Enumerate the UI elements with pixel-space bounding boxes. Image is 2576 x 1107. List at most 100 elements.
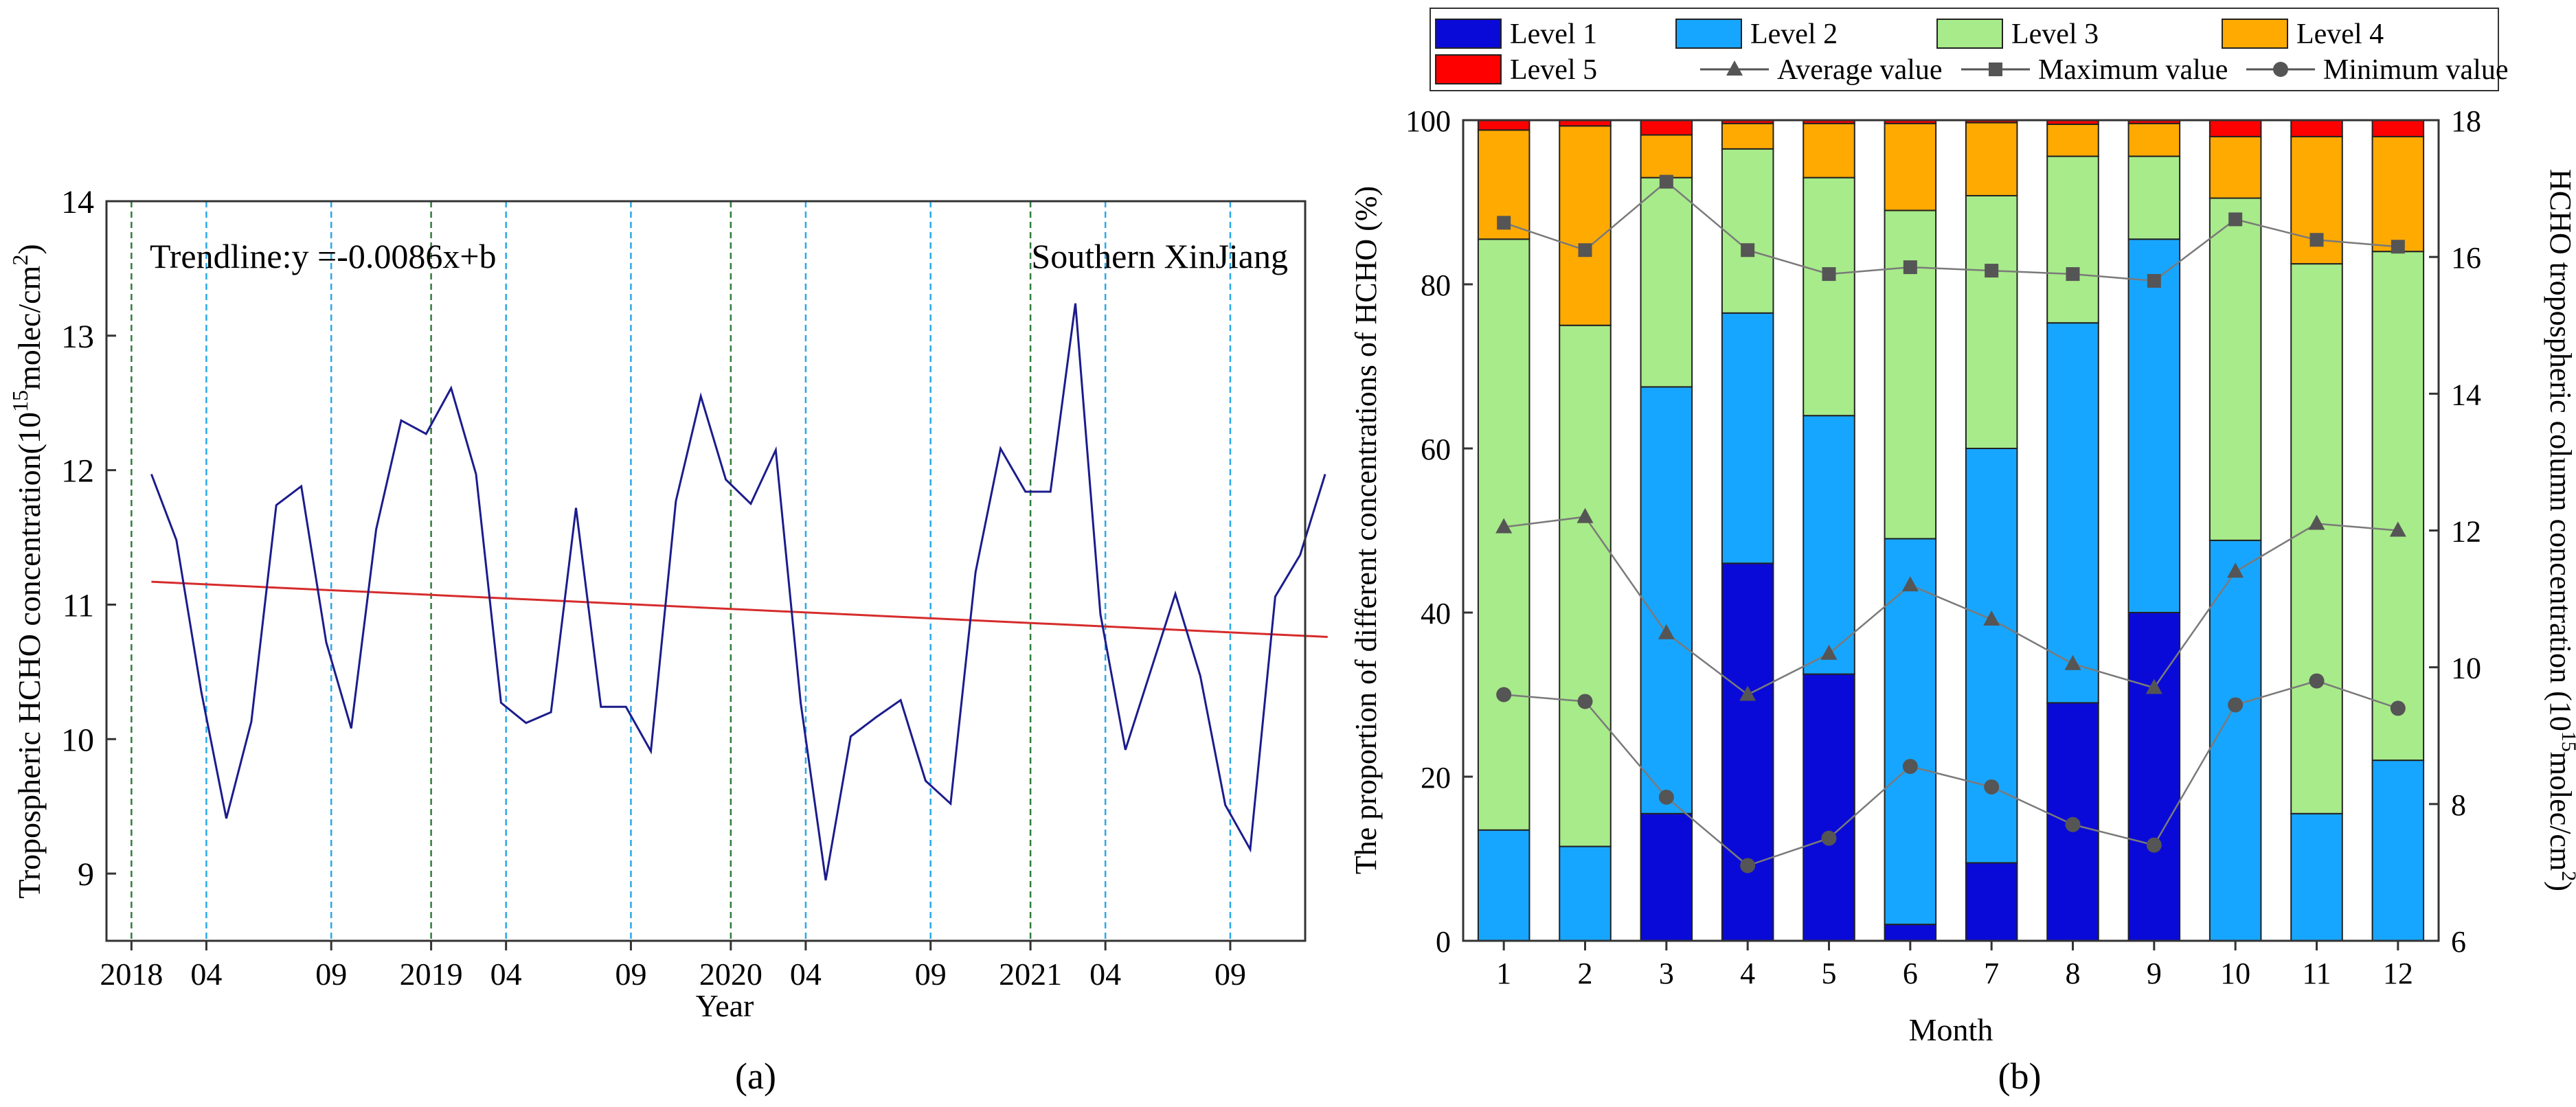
left-y-tick-label: 40 — [1421, 597, 1451, 630]
bar-level-4-month-9 — [2127, 122, 2181, 157]
bar-level-4-month-12 — [2371, 135, 2425, 253]
bar-level-1-month-6 — [1884, 924, 1937, 941]
chart-a-y-ticks: 9 10 11 12 13 14 — [61, 184, 116, 893]
chart-b-right-title-sup2: 2 — [2557, 871, 2576, 881]
bar-level-2-month-11 — [2290, 812, 2343, 942]
x-tick-label: 9 — [2147, 957, 2162, 990]
maximum-value-marker — [1497, 216, 1511, 230]
bar-level-5-month-11 — [2290, 119, 2343, 137]
bar-level-5-month-3 — [1640, 119, 1693, 136]
legend-swatch-level-1 — [1435, 19, 1502, 49]
chart-a-caption: (a) — [735, 1055, 776, 1097]
legend-swatch-level-2 — [1675, 19, 1742, 49]
maximum-value-marker — [1903, 260, 1917, 275]
x-tick-label: 6 — [1903, 957, 1918, 990]
average-value-marker — [1739, 685, 1756, 701]
maximum-value-marker — [2147, 274, 2161, 288]
right-y-tick-label: 12 — [2451, 515, 2481, 549]
minimum-value-marker — [2309, 673, 2325, 689]
average-value-marker — [2064, 654, 2081, 670]
legend-label-minimum-value: Minimum value — [2323, 54, 2508, 86]
x-tick-label: 4 — [1740, 957, 1755, 990]
bar-level-4-month-10 — [2208, 135, 2262, 199]
y-tick-label: 11 — [63, 587, 94, 624]
legend-swatch-level-5 — [1435, 54, 1502, 84]
chart-a-x-ticks: 2018 04 09 2019 04 09 2020 04 09 2021 04 09 — [100, 941, 1246, 992]
bar-level-2-month-3 — [1640, 386, 1693, 814]
bar-level-2-month-8 — [2046, 322, 2099, 704]
chart-b-bars — [1477, 119, 2425, 942]
chart-b-right-y-ticks: 6 8 10 12 14 16 18 — [2429, 104, 2481, 959]
x-tick-label: 09 — [915, 957, 947, 992]
maximum-value-marker — [1985, 264, 1999, 278]
bar-level-1-month-4 — [1721, 562, 1774, 941]
chart-a-series — [150, 303, 1328, 881]
minimum-value-marker — [2228, 697, 2244, 713]
maximum-value-marker — [2228, 212, 2243, 227]
average-value-marker — [1983, 610, 2000, 626]
bar-level-2-month-1 — [1477, 829, 1530, 942]
x-tick-label: 11 — [2302, 957, 2331, 990]
maximum-value-marker — [2309, 233, 2324, 247]
minimum-value-marker — [1577, 694, 1593, 709]
average-value-marker — [1901, 576, 1919, 592]
x-tick-label: 2021 — [999, 957, 1062, 992]
chart-b-legend: Level 1 Level 2 Level 3 Level 4 Level 5 Avera… — [1430, 8, 2508, 91]
hcho-monthly-line — [150, 303, 1326, 881]
chart-b-x-axis-title: Month — [1909, 1012, 1993, 1047]
average-value-line — [1504, 516, 2398, 696]
chart-a-y-title-sup: 15 — [8, 390, 32, 412]
bar-level-2-month-4 — [1721, 312, 1774, 564]
bar-level-3-month-10 — [2208, 197, 2262, 541]
left-y-tick-label: 20 — [1421, 761, 1451, 795]
chart-a-frame — [105, 200, 1307, 942]
x-tick-label: 2 — [1578, 957, 1593, 990]
chart-a: 9 10 11 12 13 14 2018 04 09 2019 04 09 2020 04 09 2021… — [8, 184, 1328, 1097]
chart-b-right-title-close: ) — [2544, 881, 2576, 891]
bar-level-4-month-2 — [1559, 125, 1612, 326]
minimum-value-marker — [1740, 858, 1756, 874]
legend-swatch-level-3 — [1936, 19, 2003, 49]
average-value-marker — [1577, 507, 1594, 523]
minimum-value-marker — [2146, 837, 2162, 853]
chart-a-y-axis-title: Tropospheric HCHO concentration(1015mole… — [8, 244, 47, 898]
trendline — [151, 580, 1328, 638]
average-value-marker — [2308, 514, 2325, 530]
bar-level-5-month-12 — [2371, 119, 2425, 137]
minimum-value-marker — [2065, 817, 2081, 832]
right-y-tick-label: 16 — [2451, 241, 2481, 275]
x-tick-label: 04 — [190, 957, 222, 992]
minimum-value-marker — [1496, 687, 1512, 703]
bar-level-2-month-5 — [1803, 415, 1855, 675]
y-tick-label: 13 — [61, 319, 94, 355]
average-value-marker — [1495, 518, 1513, 534]
minimum-value-marker — [1984, 779, 2000, 795]
bar-level-3-month-4 — [1721, 148, 1774, 314]
bar-level-1-month-7 — [1965, 862, 2018, 941]
x-tick-label: 09 — [615, 957, 646, 992]
chart-a-region-annotation: Southern XinJiang — [1031, 237, 1288, 275]
left-y-tick-label: 60 — [1421, 433, 1451, 466]
y-tick-label: 12 — [61, 453, 94, 490]
legend-label-level-3: Level 3 — [2011, 19, 2099, 50]
bar-level-2-month-6 — [1884, 538, 1937, 926]
bar-level-5-month-1 — [1477, 119, 1530, 131]
minimum-value-marker — [2390, 700, 2406, 716]
maximum-value-marker — [2391, 240, 2405, 254]
chart-a-trend-annotation: Trendline:y =-0.0086x+b — [150, 237, 497, 275]
y-tick-label: 10 — [61, 722, 94, 758]
bar-level-3-month-12 — [2371, 251, 2425, 762]
bar-level-2-month-7 — [1965, 448, 2018, 864]
right-y-tick-label: 14 — [2451, 378, 2481, 411]
bar-level-2-month-2 — [1559, 845, 1612, 941]
bar-level-4-month-4 — [1721, 122, 1774, 150]
minimum-value-marker — [1658, 789, 1674, 805]
legend-marker-minimum-value — [2273, 62, 2288, 77]
x-tick-label: 12 — [2383, 957, 2413, 990]
chart-a-gridlines — [131, 201, 1232, 941]
bar-level-3-month-7 — [1965, 194, 2018, 449]
bar-level-3-month-9 — [2127, 155, 2181, 240]
chart-a-y-title-main: Tropospheric HCHO concentration(10 — [12, 412, 47, 899]
bar-level-5-month-10 — [2208, 119, 2262, 137]
